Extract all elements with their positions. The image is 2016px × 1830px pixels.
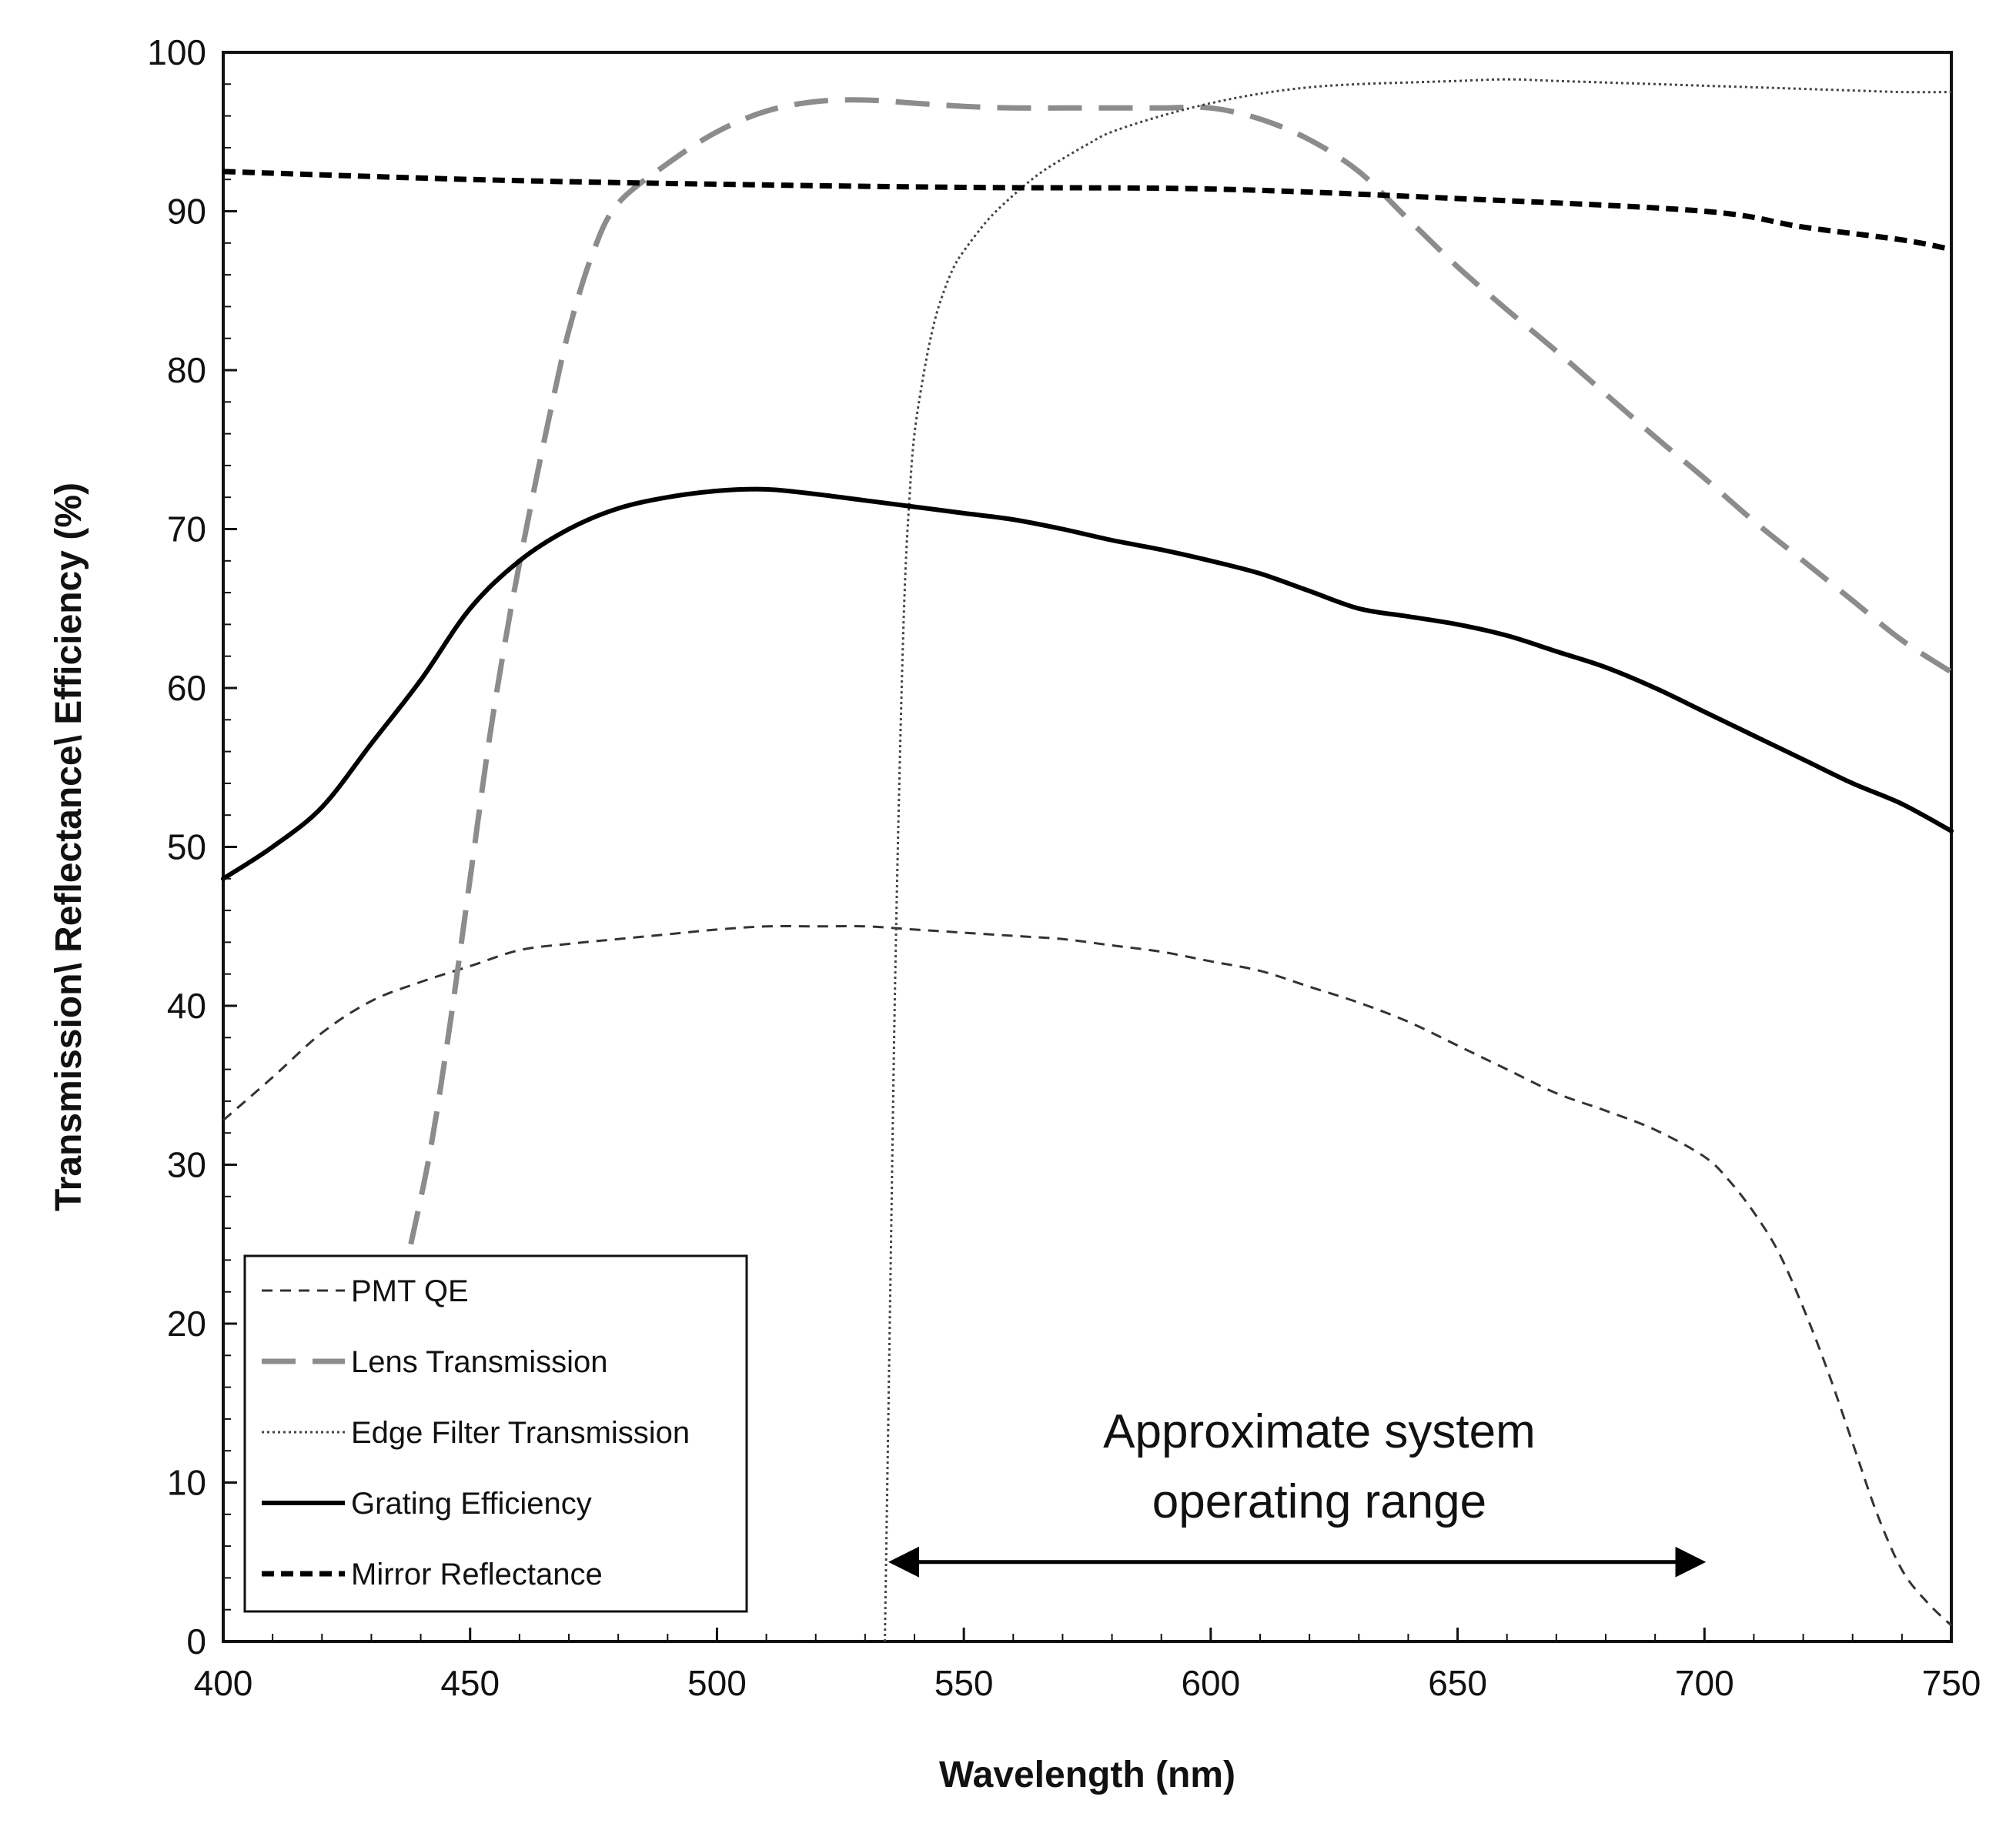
x-tick-label: 750: [1922, 1663, 1981, 1703]
x-tick-label: 600: [1181, 1663, 1240, 1703]
x-tick-label: 500: [687, 1663, 747, 1703]
legend-label: Grating Efficiency: [351, 1487, 592, 1521]
x-tick-label: 650: [1428, 1663, 1487, 1703]
y-tick-label: 80: [167, 350, 206, 390]
x-tick-label: 550: [934, 1663, 994, 1703]
y-tick-label: 70: [167, 509, 206, 549]
legend-box: [243, 1254, 748, 1613]
x-tick-label: 450: [440, 1663, 500, 1703]
y-tick-label: 60: [167, 668, 206, 708]
series-line-pmt-qe: [222, 924, 1953, 1627]
y-tick-label: 0: [186, 1621, 206, 1661]
series-line-lens-transmission: [408, 97, 1953, 1245]
y-tick-label: 30: [167, 1145, 206, 1185]
series-line-grating-efficiency: [221, 486, 1954, 881]
legend-label: Mirror Reflectance: [351, 1558, 603, 1591]
y-tick-label: 10: [167, 1463, 206, 1503]
x-axis-title: Wavelength (nm): [939, 1755, 1235, 1795]
legend-label: Edge Filter Transmission: [351, 1416, 690, 1450]
y-axis-title: Transmission\ Reflectance\ Efficiency (%…: [48, 483, 89, 1211]
x-tick-label: 700: [1675, 1663, 1734, 1703]
series-line-mirror-reflectance: [222, 169, 1952, 252]
x-tick-label: 400: [194, 1663, 253, 1703]
y-tick-label: 100: [147, 32, 206, 72]
y-tick-label: 20: [167, 1304, 206, 1344]
legend-label: Lens Transmission: [351, 1345, 607, 1379]
y-tick-label: 50: [167, 827, 206, 867]
y-tick-label: 90: [167, 192, 206, 232]
y-tick-label: 40: [167, 986, 206, 1026]
annotation-text-line1: Approximate system: [1103, 1405, 1536, 1458]
annotation-text-line2: operating range: [1152, 1475, 1486, 1528]
series-line-edge-filter-transmission: [884, 78, 1952, 1642]
legend-label: PMT QE: [351, 1274, 469, 1308]
